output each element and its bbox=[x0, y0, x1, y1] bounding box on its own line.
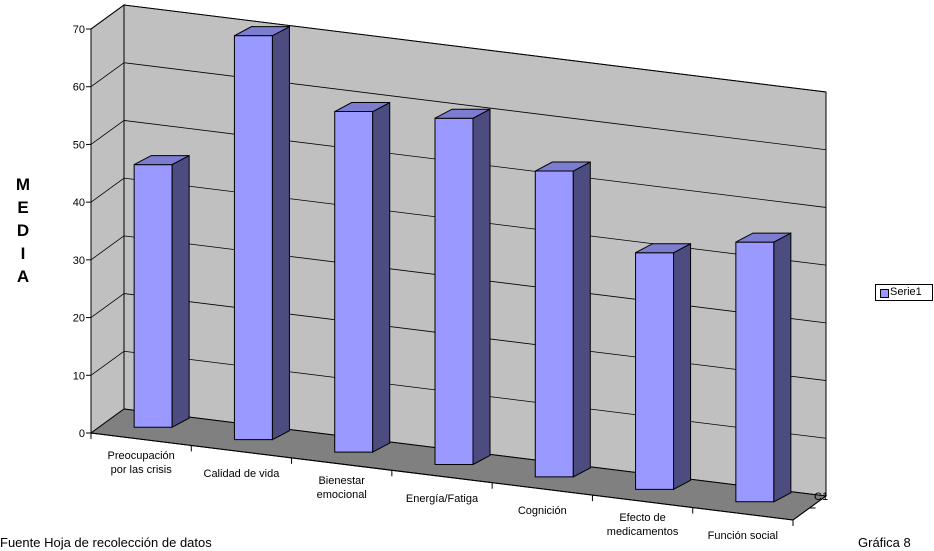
x-category-label-line: medicamentos bbox=[606, 526, 679, 539]
x-category-label-line: Preocupación bbox=[107, 450, 175, 463]
bar bbox=[635, 242, 692, 491]
bar bbox=[534, 161, 591, 478]
bar-top bbox=[133, 155, 190, 166]
legend-label-serie1: Serie1 bbox=[890, 286, 922, 298]
figure-label: Gráfica 8 bbox=[858, 535, 911, 550]
bar-side bbox=[271, 25, 290, 441]
y-tick-label: 40 bbox=[73, 197, 85, 209]
y-axis-title-letter: M bbox=[15, 175, 31, 194]
y-tick-label: 30 bbox=[73, 255, 85, 267]
y-tick-label: 20 bbox=[73, 313, 85, 325]
legend-swatch-serie1 bbox=[880, 289, 889, 298]
bar-side bbox=[773, 232, 792, 503]
bar-top bbox=[735, 232, 792, 243]
bar-side bbox=[572, 161, 591, 478]
gridline-side bbox=[90, 120, 125, 145]
x-category-label-line: Cognición bbox=[517, 504, 567, 517]
bar-front bbox=[534, 170, 574, 478]
bar-front bbox=[133, 164, 173, 428]
bar-front bbox=[233, 35, 273, 441]
bar-top bbox=[234, 26, 290, 37]
y-tick-label: 50 bbox=[73, 139, 85, 151]
bar-front bbox=[434, 117, 474, 465]
gridline-side bbox=[90, 4, 125, 30]
x-axis-line bbox=[90, 432, 794, 521]
x-category-label-line: Efecto de bbox=[619, 512, 666, 525]
gridline-side bbox=[90, 62, 125, 88]
x-category-label: Calidad de vida bbox=[181, 467, 301, 481]
bar-top bbox=[635, 243, 691, 254]
bar-top bbox=[434, 108, 491, 119]
gridline-side bbox=[90, 235, 125, 261]
bar bbox=[133, 154, 190, 429]
bar-front bbox=[735, 241, 775, 503]
x-category-label: Cognición bbox=[482, 504, 602, 518]
gridline-side bbox=[90, 177, 125, 203]
bar bbox=[735, 232, 792, 503]
bar-side bbox=[171, 154, 190, 429]
gridline-back bbox=[123, 4, 827, 93]
bar-side bbox=[372, 101, 391, 453]
x-category-label-line: Energía/Fatiga bbox=[405, 492, 479, 505]
y-tick-label: 60 bbox=[73, 82, 85, 94]
y-axis-title-letter: E bbox=[17, 198, 29, 217]
x-category-label-line: Bienestar bbox=[318, 475, 365, 488]
y-axis-title-letter: D bbox=[16, 221, 30, 240]
x-category-label-line: Función social bbox=[707, 529, 778, 542]
y-tick-label: 10 bbox=[73, 370, 85, 382]
x-category-label: Energía/Fatiga bbox=[382, 492, 502, 506]
depth-axis-label: C1 bbox=[814, 491, 828, 503]
y-tick-label: 70 bbox=[73, 24, 85, 36]
y-axis-title-letter: I bbox=[20, 244, 26, 263]
x-category-label: Función social bbox=[683, 529, 803, 543]
y-axis-title-letter: A bbox=[16, 267, 30, 286]
x-category-label-line: por las crisis bbox=[110, 464, 172, 477]
bar-top bbox=[334, 102, 390, 113]
bar-front bbox=[334, 111, 374, 453]
legend: Serie1 bbox=[875, 284, 933, 301]
bar-top bbox=[535, 161, 591, 172]
y-tick-label: 0 bbox=[79, 428, 85, 440]
x-category-label: Bienestar emocional bbox=[282, 474, 402, 502]
bar bbox=[233, 25, 290, 441]
bar bbox=[334, 101, 391, 453]
side-wall bbox=[90, 4, 125, 434]
gridline-side bbox=[90, 350, 125, 376]
x-category-label: Preocupación por las crisis bbox=[81, 449, 201, 477]
x-category-label-line: Calidad de vida bbox=[203, 467, 280, 480]
gridline-side bbox=[90, 293, 125, 318]
bar-front bbox=[635, 252, 675, 490]
bar bbox=[434, 108, 491, 466]
x-category-label-line: emocional bbox=[316, 489, 367, 502]
bar-side bbox=[472, 108, 491, 466]
bar-side bbox=[673, 242, 692, 491]
source-note: Fuente Hoja de recolección de datos bbox=[0, 535, 212, 550]
x-category-label: Efecto de medicamentos bbox=[583, 511, 703, 539]
